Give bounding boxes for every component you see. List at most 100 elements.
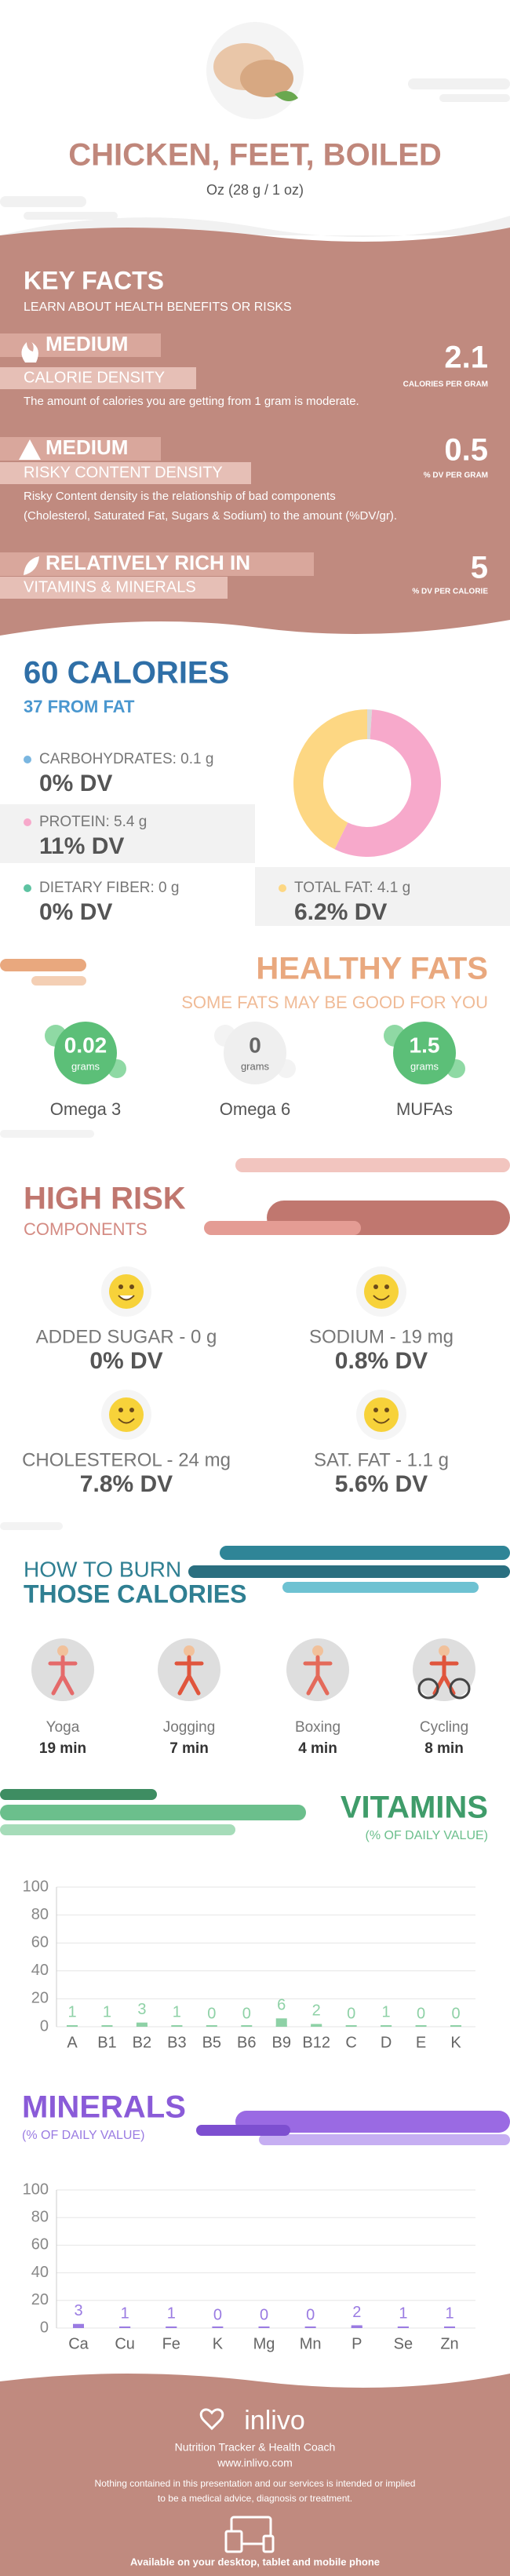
x-tick-label: B12 — [302, 2034, 330, 2051]
stripe — [220, 1546, 510, 1560]
x-tick-label: B2 — [133, 2034, 151, 2051]
activity-time: 7 min — [169, 1740, 209, 1757]
key-facts-bg — [0, 228, 510, 636]
fat-amount: 1.5 — [410, 1033, 440, 1057]
x-tick-label: Mg — [253, 2335, 275, 2352]
availability: Available on your desktop, tablet and mo… — [130, 2556, 380, 2567]
stripe — [204, 1221, 361, 1235]
stripe — [188, 1565, 510, 1578]
bar-baseline — [67, 2025, 78, 2027]
bar-baseline — [397, 2326, 409, 2328]
x-tick-label: B3 — [167, 2034, 186, 2051]
section-subtitle: LEARN ABOUT HEALTH BENEFITS OR RISKS — [24, 301, 292, 314]
x-tick-label: B5 — [202, 2034, 221, 2051]
fact-level: RELATIVELY RICH IN — [46, 551, 250, 574]
url: www.inlivo.com — [217, 2457, 293, 2469]
nutrient-dv: 0% DV — [39, 899, 112, 925]
value-label: 0 — [306, 2306, 315, 2323]
fact-name-bg — [0, 367, 196, 389]
donut-segment — [293, 709, 367, 850]
stripe — [0, 196, 86, 207]
brand: inlivo — [244, 2406, 304, 2436]
stripe — [0, 1789, 157, 1800]
calories-title: 60 CALORIES — [24, 656, 229, 690]
y-tick-label: 100 — [23, 1878, 49, 1895]
value-label: 3 — [137, 2001, 146, 2018]
legend-dot — [24, 756, 31, 763]
serving: Oz (28 g / 1 oz) — [206, 182, 304, 198]
nutrient-dv: 11% DV — [39, 833, 124, 859]
y-tick-label: 20 — [31, 1990, 49, 2007]
x-tick-label: Cu — [115, 2335, 135, 2352]
y-tick-label: 100 — [23, 2181, 49, 2198]
emoji-eye — [118, 1408, 123, 1412]
warning-icon — [19, 439, 41, 460]
nutrient-label: DIETARY FIBER: 0 g — [39, 880, 179, 896]
fat-unit: grams — [71, 1060, 100, 1072]
risk-label: ADDED SUGAR - 0 g — [36, 1326, 217, 1347]
chart-subtitle: (% OF DAILY VALUE) — [22, 2129, 144, 2142]
bar-baseline — [258, 2326, 270, 2328]
fact-unit: % DV PER GRAM — [424, 472, 488, 480]
disclaimer: Nothing contained in this presentation a… — [95, 2478, 416, 2489]
figure-head — [57, 1645, 68, 1656]
fact-description: The amount of calories you are getting f… — [24, 395, 359, 408]
fat-unit: grams — [241, 1060, 270, 1072]
row-bg — [255, 867, 510, 926]
nutrient-label: CARBOHYDRATES: 0.1 g — [39, 751, 213, 767]
value-label: 0 — [260, 2306, 268, 2323]
wheel — [449, 1678, 471, 1700]
fat-unit: grams — [410, 1060, 439, 1072]
fats-stripes — [0, 959, 86, 986]
emoji-eye — [129, 1284, 134, 1289]
emoji-eye — [384, 1284, 389, 1289]
bar-baseline — [351, 2326, 362, 2328]
vitamin-stripes — [0, 1789, 306, 1835]
emoji-eye — [373, 1284, 378, 1289]
fact-unit: CALORIES PER GRAM — [403, 381, 488, 389]
value-label: 3 — [74, 2302, 82, 2319]
stripe — [439, 94, 510, 102]
fact-name-bg — [0, 577, 228, 599]
fat-circle — [224, 1022, 286, 1084]
phone — [262, 2534, 275, 2553]
stripe — [0, 1522, 63, 1530]
y-tick-label: 40 — [31, 2264, 49, 2281]
emoji-eye — [373, 1408, 378, 1412]
stripe — [0, 1805, 306, 1820]
risk-dv: 5.6% DV — [335, 1471, 428, 1497]
chart-title: VITAMINS — [341, 1791, 488, 1825]
bar-baseline — [136, 2025, 148, 2027]
emoji-mouth — [373, 1418, 390, 1424]
x-tick-label: C — [345, 2034, 356, 2051]
disclaimer: to be a medical advice, diagnosis or tre… — [158, 2493, 352, 2504]
x-tick-label: K — [450, 2034, 461, 2051]
emoji-eye — [384, 1408, 389, 1412]
section-title: HIGH RISK — [24, 1182, 186, 1216]
y-tick-label: 0 — [40, 2017, 49, 2035]
y-tick-label: 60 — [31, 2236, 49, 2254]
section-title: HEALTHY FATS — [256, 952, 488, 986]
fat-amount: 0 — [249, 1033, 261, 1057]
activity-name: Boxing — [295, 1719, 341, 1736]
y-tick-label: 80 — [31, 1906, 49, 1923]
fact-description: (Cholesterol, Saturated Fat, Sugars & So… — [24, 509, 397, 523]
fact-level: MEDIUM — [46, 332, 128, 355]
stripe — [24, 212, 118, 220]
section-bg — [0, 228, 510, 636]
fact-name-bg — [0, 462, 251, 484]
bar-baseline — [275, 2025, 287, 2027]
value-label: 2 — [352, 2304, 361, 2321]
y-tick-label: 60 — [31, 1933, 49, 1951]
figure-body — [174, 1655, 204, 1696]
risk-stripes — [204, 1158, 510, 1235]
fat-name: Omega 3 — [50, 1099, 122, 1119]
burn-stripes — [188, 1546, 510, 1593]
fat-amount: 0.02 — [64, 1033, 107, 1057]
fact-value: 2.1 — [444, 341, 488, 375]
tagline: Nutrition Tracker & Health Coach — [175, 2441, 336, 2454]
bar-baseline — [206, 2025, 217, 2027]
value-label: 1 — [103, 2004, 111, 2021]
fat-name: Omega 6 — [220, 1099, 291, 1119]
